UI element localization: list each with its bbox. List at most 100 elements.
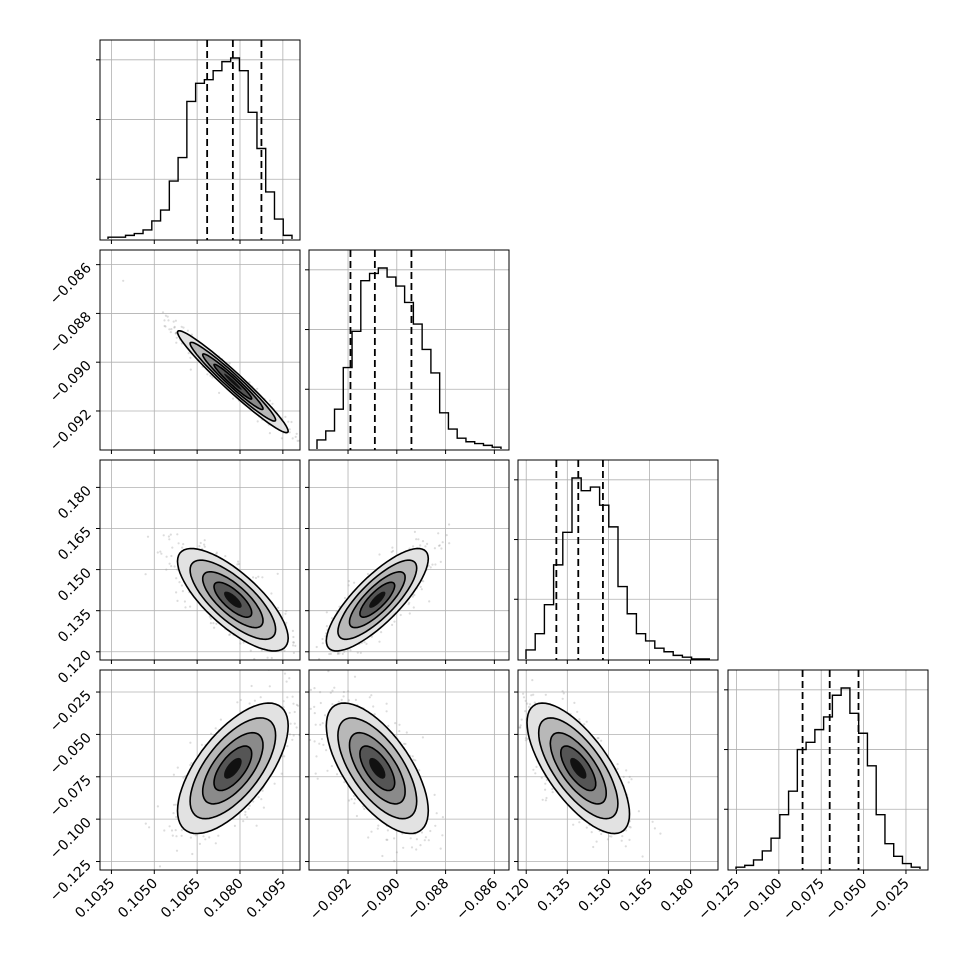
scatter-point bbox=[296, 439, 299, 442]
scatter-point bbox=[214, 842, 217, 845]
scatter-point bbox=[174, 332, 177, 335]
scatter-point bbox=[418, 769, 421, 772]
scatter-point bbox=[393, 860, 396, 863]
scatter-point bbox=[628, 825, 631, 828]
scatter-point bbox=[578, 718, 581, 721]
scatter-point bbox=[242, 820, 245, 823]
scatter-point bbox=[164, 325, 167, 328]
scatter-point bbox=[268, 685, 271, 688]
scatter-point bbox=[219, 718, 222, 721]
scatter-point bbox=[213, 626, 216, 629]
scatter-point bbox=[262, 806, 265, 809]
scatter-point bbox=[257, 796, 260, 799]
x-tick-label: −0.090 bbox=[356, 876, 404, 924]
scatter-point bbox=[435, 812, 438, 815]
scatter-point bbox=[260, 649, 263, 652]
scatter-point bbox=[257, 575, 260, 578]
scatter-point bbox=[405, 731, 408, 734]
scatter-point bbox=[522, 692, 525, 695]
y-tick-label: −0.075 bbox=[47, 772, 95, 820]
scatter-point bbox=[544, 693, 547, 696]
scatter-point bbox=[284, 415, 287, 418]
scatter-point bbox=[355, 814, 358, 818]
scatter-point bbox=[247, 807, 250, 810]
scatter-point bbox=[309, 707, 312, 711]
scatter-point bbox=[203, 545, 206, 548]
scatter-point bbox=[224, 555, 227, 558]
scatter-point bbox=[160, 552, 163, 555]
x-tick-label: 0.150 bbox=[576, 876, 616, 916]
panel-plot-area bbox=[100, 40, 300, 240]
scatter-point bbox=[191, 852, 194, 856]
scatter-point bbox=[313, 687, 316, 690]
scatter-point bbox=[340, 698, 343, 702]
contour-3 bbox=[213, 745, 253, 792]
scatter-point bbox=[426, 542, 429, 546]
scatter-point bbox=[370, 830, 373, 833]
scatter-point bbox=[163, 324, 166, 328]
scatter-point bbox=[428, 600, 431, 603]
scatter-point bbox=[302, 675, 304, 677]
y-tick-label: −0.090 bbox=[47, 358, 95, 406]
scatter-point bbox=[164, 314, 167, 317]
scatter-point bbox=[520, 718, 523, 721]
scatter-point bbox=[313, 740, 316, 743]
scatter-point bbox=[168, 538, 171, 541]
scatter-point bbox=[301, 664, 303, 666]
scatter-point bbox=[175, 341, 178, 344]
scatter-point bbox=[173, 325, 176, 328]
scatter-point bbox=[621, 835, 624, 838]
scatter-point bbox=[150, 872, 152, 874]
scatter-point bbox=[532, 693, 535, 696]
scatter-point bbox=[348, 799, 351, 802]
scatter-point bbox=[622, 775, 625, 779]
scatter-point bbox=[531, 679, 534, 682]
scatter-point bbox=[386, 838, 389, 842]
scatter-point bbox=[175, 849, 179, 852]
panel-plot-area bbox=[309, 460, 509, 663]
scatter-point bbox=[174, 319, 177, 322]
scatter-point bbox=[620, 839, 623, 842]
scatter-point bbox=[288, 711, 291, 714]
scatter-point bbox=[168, 328, 171, 331]
y-tick-label: 0.120 bbox=[55, 647, 95, 687]
scatter-point bbox=[404, 742, 407, 746]
scatter-point bbox=[199, 541, 202, 545]
scatter-point bbox=[308, 455, 310, 457]
scatter-point bbox=[338, 605, 341, 608]
scatter-point bbox=[327, 661, 329, 663]
scatter-point bbox=[423, 839, 426, 842]
scatter-point bbox=[377, 824, 380, 827]
y-tick-label: −0.092 bbox=[47, 406, 95, 454]
scatter-point bbox=[173, 326, 176, 329]
y-tick-label: 0.165 bbox=[55, 524, 95, 564]
density-level-4 bbox=[369, 591, 386, 608]
x-tick-label: 0.135 bbox=[534, 876, 574, 916]
x-tick-label: 0.1065 bbox=[158, 876, 204, 922]
panel-plot-area bbox=[301, 664, 509, 870]
scatter-point bbox=[429, 829, 432, 833]
panel-plot-area bbox=[100, 670, 300, 874]
y-tick-label: −0.086 bbox=[47, 260, 95, 308]
scatter-point bbox=[403, 742, 406, 745]
scatter-point bbox=[529, 703, 532, 706]
scatter-point bbox=[530, 694, 533, 697]
scatter-point bbox=[408, 601, 411, 604]
scatter-point bbox=[411, 595, 414, 598]
scatter-point bbox=[347, 699, 350, 702]
y-tick-label: 0.135 bbox=[55, 606, 95, 646]
scatter-point bbox=[287, 420, 290, 423]
scatter-point bbox=[172, 773, 175, 776]
scatter-point bbox=[519, 724, 522, 727]
scatter-point bbox=[433, 793, 436, 797]
scatter-point bbox=[378, 640, 381, 643]
scatter-point bbox=[313, 454, 315, 456]
scatter-point bbox=[321, 637, 324, 641]
x-tick-label: −0.075 bbox=[780, 876, 828, 924]
scatter-point bbox=[608, 835, 611, 838]
panel-2-0 bbox=[96, 459, 301, 664]
scatter-point bbox=[255, 824, 258, 827]
x-tick-label: −0.050 bbox=[822, 876, 870, 924]
scatter-point bbox=[291, 437, 294, 440]
scatter-point bbox=[592, 845, 595, 849]
